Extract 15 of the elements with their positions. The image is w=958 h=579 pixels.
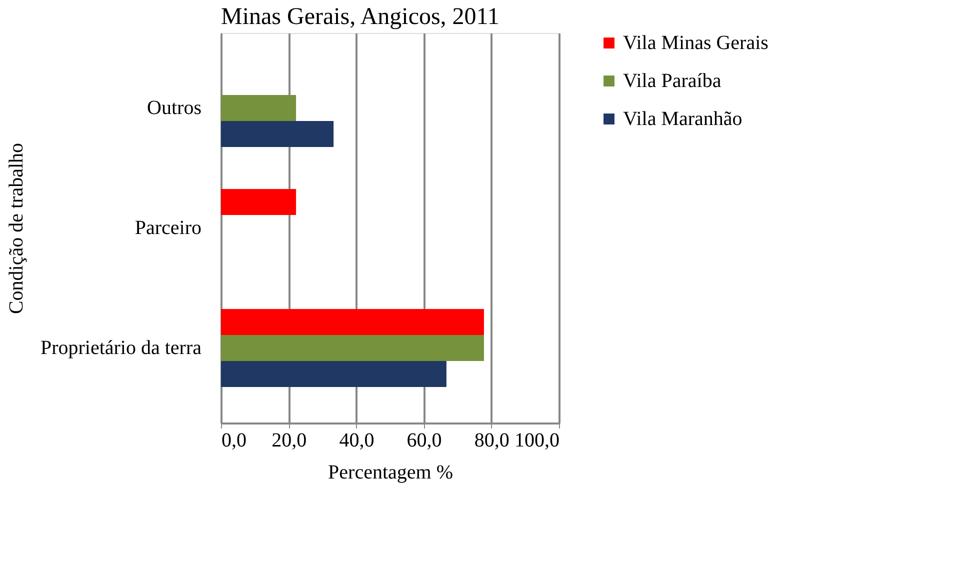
x-tick-label: 40,0: [339, 430, 374, 452]
x-tick-label: 100,0: [514, 430, 560, 452]
x-axis-title: Percentagem %: [328, 462, 453, 484]
chart-title: Minas Gerais, Angicos, 2011: [221, 4, 500, 30]
legend-label: Vila Minas Gerais: [623, 32, 769, 54]
y-tick-label: Outros: [147, 97, 202, 119]
y-tick-label: Proprietário da terra: [40, 337, 202, 359]
x-tick-label: 0,0: [222, 430, 246, 452]
legend-label: Vila Paraíba: [623, 70, 722, 92]
x-tick-label: 60,0: [406, 430, 442, 452]
y-axis-title: Condição de trabalho: [5, 142, 28, 314]
legend-label: Vila Maranhão: [623, 108, 742, 130]
x-tick-label: 20,0: [272, 430, 307, 452]
x-tick-label: 80,0: [474, 430, 510, 452]
y-tick-label: Parceiro: [134, 217, 202, 239]
